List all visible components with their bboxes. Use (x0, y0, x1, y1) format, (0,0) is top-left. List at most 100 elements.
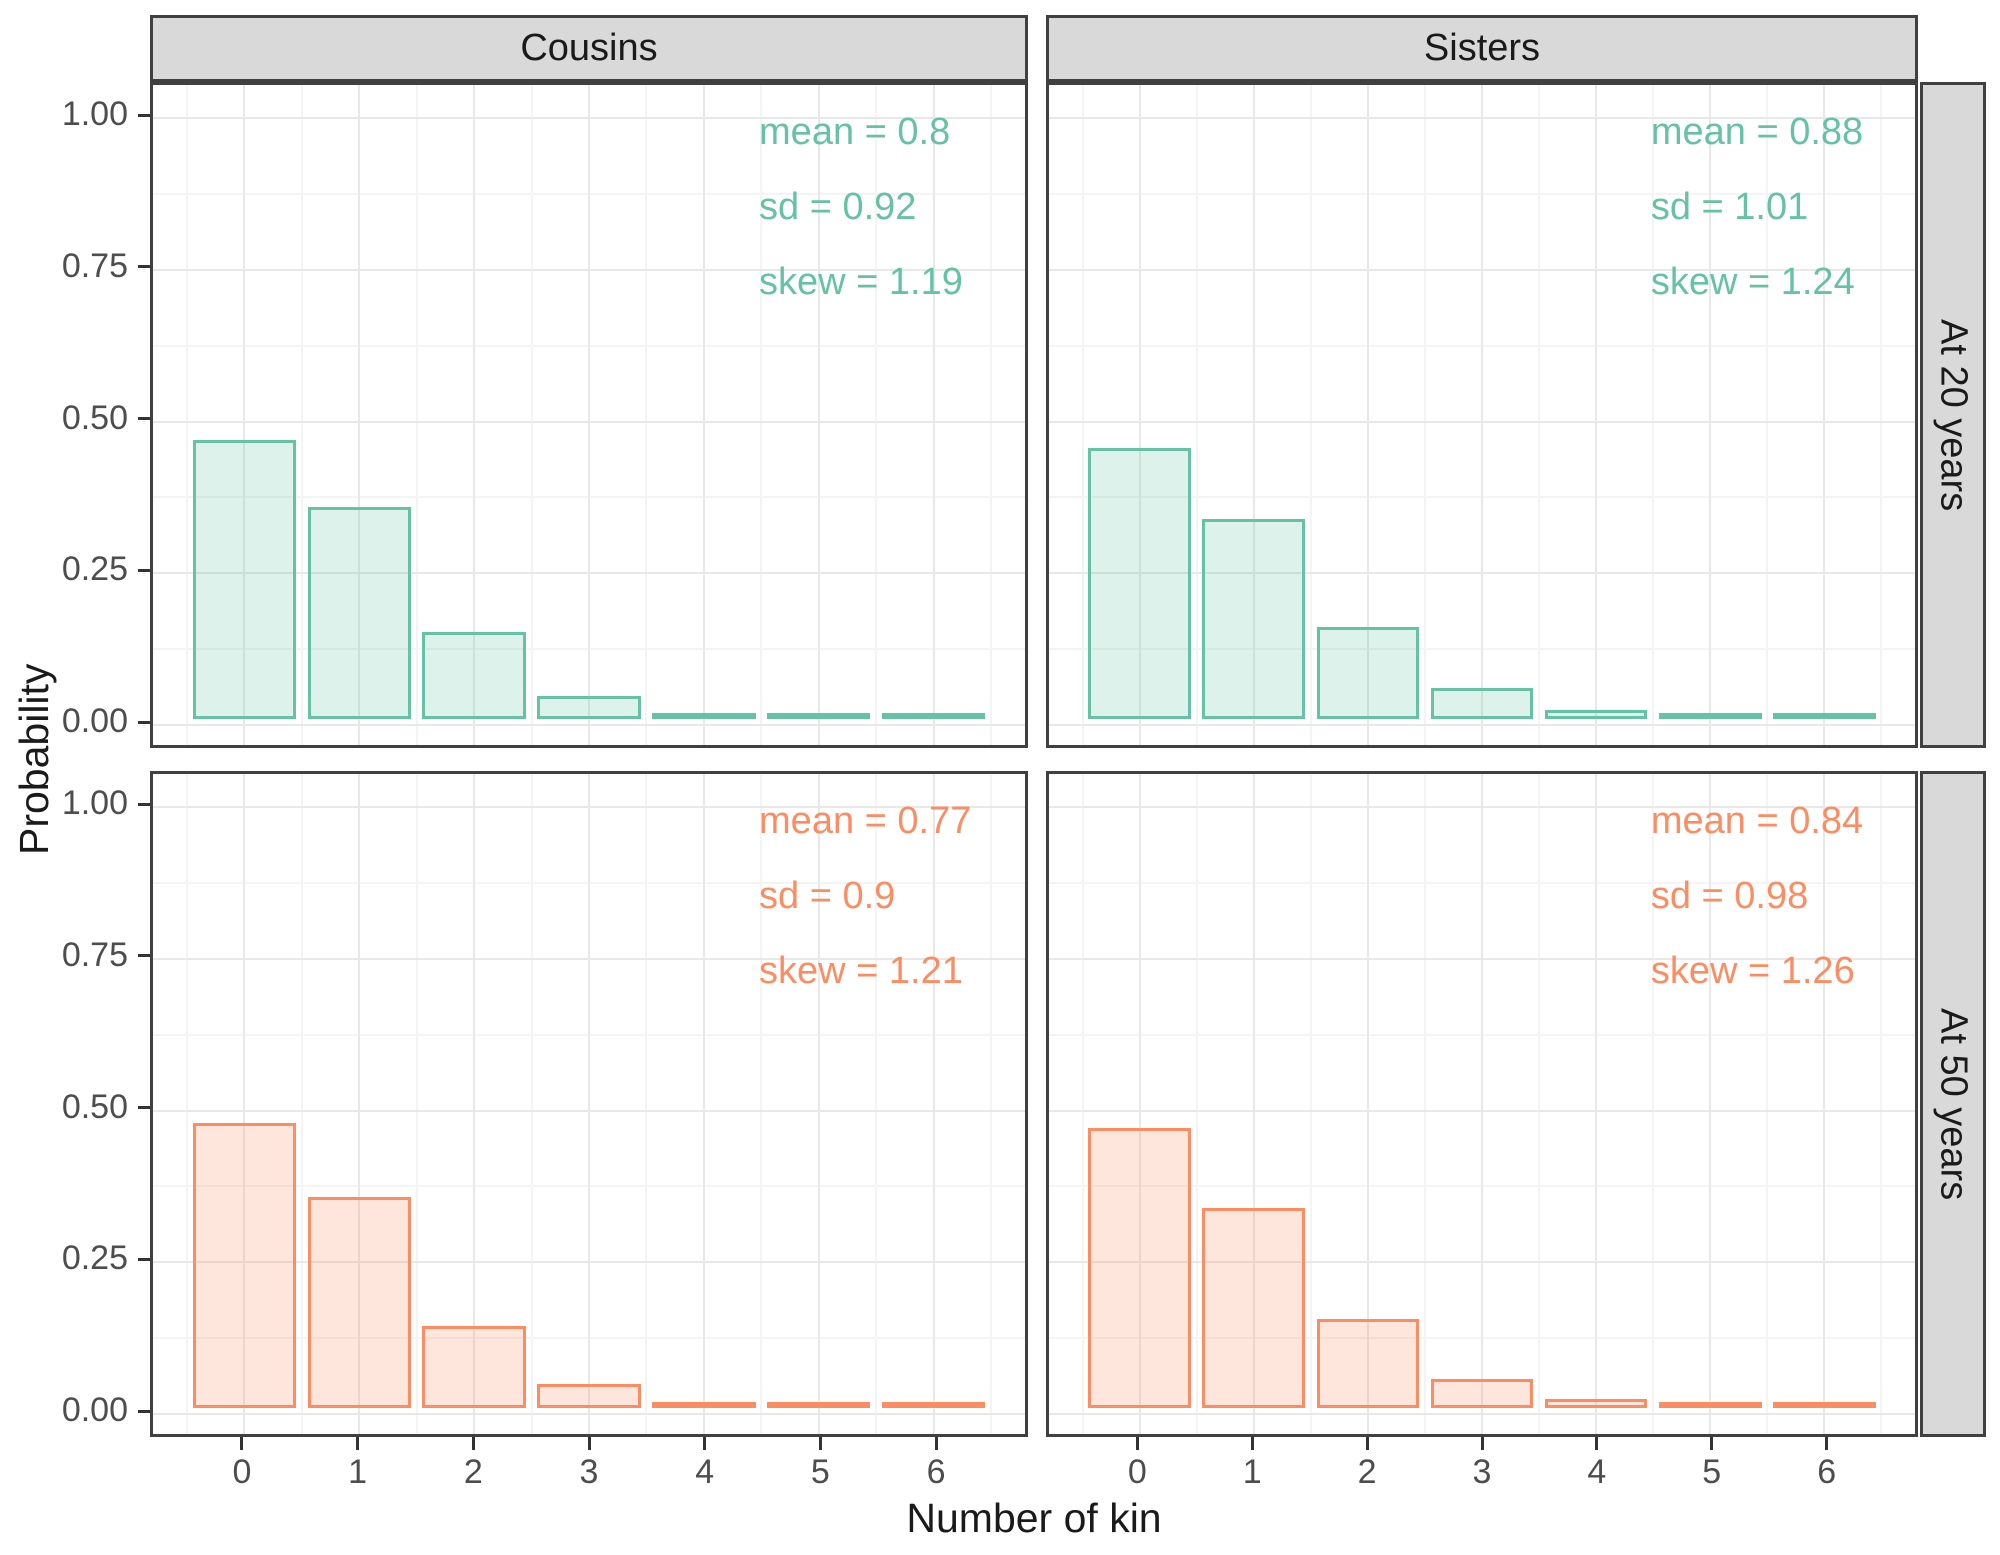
y-tick-mark (138, 1257, 150, 1261)
gridline-major-v (358, 85, 361, 745)
x-tick-label: 2 (463, 1453, 483, 1491)
x-tick-label: 0 (1127, 1453, 1147, 1491)
gridline-minor-v (1766, 774, 1769, 1434)
annotation-sd: sd = 0.9 (759, 875, 896, 917)
bar-kin-3 (537, 1384, 641, 1408)
y-tick-label: 0.25 (61, 1239, 128, 1278)
gridline-major-v (1709, 85, 1712, 745)
panel-sisters-at-50-years: mean = 0.84 sd = 0.98 skew = 1.26 (1046, 771, 1918, 1437)
annotation-mean: mean = 0.84 (1650, 800, 1864, 842)
gridline-minor-v (415, 774, 418, 1434)
gridline-minor-v (185, 85, 188, 745)
y-tick-mark (138, 1409, 150, 1413)
gridline-minor-v (185, 774, 188, 1434)
x-tick-label: 1 (1242, 1453, 1262, 1491)
y-tick-mark (138, 113, 150, 117)
gridline-minor-v (415, 85, 418, 745)
x-axis-title: Number of kin (906, 1495, 1162, 1541)
y-tick-label: 0.75 (61, 246, 128, 285)
y-tick-mark (138, 954, 150, 958)
gridline-major-v (1138, 85, 1141, 745)
bar-kin-6 (1772, 713, 1876, 719)
bar-kin-6 (1772, 1402, 1876, 1408)
gridline-minor-v (875, 85, 878, 745)
y-tick-mark (138, 265, 150, 269)
panel-cousins-at-20-years: mean = 0.8 sd = 0.92 skew = 1.19 (150, 82, 1028, 748)
gridline-minor-v (530, 85, 533, 745)
bar-kin-1 (1202, 518, 1306, 719)
gridline-minor-v (1880, 85, 1883, 745)
x-tick-label: 6 (926, 1453, 946, 1491)
gridline-major-v (932, 774, 935, 1434)
x-tick-mark (1595, 1437, 1599, 1450)
bar-kin-2 (1316, 626, 1420, 719)
x-tick-label: 4 (695, 1453, 715, 1491)
gridline-minor-v (1081, 85, 1084, 745)
gridline-major-v (1595, 774, 1598, 1434)
bar-kin-3 (1430, 688, 1534, 719)
x-tick-mark (1825, 1437, 1829, 1450)
gridline-minor-v (1652, 85, 1655, 745)
bar-kin-0 (1088, 448, 1192, 719)
gridline-minor-v (1652, 774, 1655, 1434)
annotation-mean: mean = 0.88 (1650, 111, 1864, 153)
bar-kin-0 (192, 439, 297, 719)
bar-kin-6 (881, 1402, 986, 1408)
annotation-sd: sd = 0.92 (759, 186, 917, 228)
gridline-minor-v (530, 774, 533, 1434)
gridline-major-v (817, 774, 820, 1434)
x-tick-label: 2 (1357, 1453, 1377, 1491)
gridline-major-v (588, 85, 590, 745)
y-tick-label: 0.50 (61, 1087, 128, 1126)
gridline-major-v (702, 85, 705, 745)
x-tick-label: 0 (232, 1453, 252, 1491)
gridline-major-v (1481, 85, 1483, 745)
gridline-minor-v (1423, 85, 1426, 745)
y-tick-mark (138, 417, 150, 420)
bar-kin-5 (1658, 713, 1762, 719)
facet-strip-sisters: Sisters (1046, 15, 1918, 82)
x-tick-mark (703, 1437, 707, 1450)
gridline-major-v (1595, 85, 1598, 745)
gridline-major-v (588, 774, 590, 1434)
bar-kin-3 (537, 695, 641, 719)
gridline-minor-v (300, 85, 303, 745)
bar-kin-3 (1430, 1378, 1534, 1408)
gridline-minor-v (1195, 774, 1198, 1434)
x-tick-mark (1365, 1437, 1369, 1450)
bar-kin-4 (652, 713, 756, 719)
x-tick-label: 3 (579, 1453, 599, 1491)
gridline-major-v (1823, 85, 1826, 745)
x-tick-mark (1250, 1437, 1254, 1450)
gridline-major-v (1138, 774, 1141, 1434)
annotation-sd: sd = 1.01 (1650, 186, 1809, 228)
y-tick-label: 1.00 (61, 784, 128, 822)
bar-kin-0 (192, 1122, 297, 1408)
bar-kin-5 (767, 1402, 871, 1408)
bar-kin-5 (1658, 1402, 1762, 1408)
annotation-skew: skew = 1.19 (759, 261, 963, 303)
gridline-major-v (473, 774, 476, 1434)
gridline-minor-v (990, 774, 993, 1434)
bar-kin-2 (422, 631, 526, 719)
gridline-minor-v (645, 85, 648, 745)
x-tick-mark (818, 1437, 822, 1450)
annotation-mean: mean = 0.77 (759, 800, 972, 842)
y-tick-label: 0.75 (61, 935, 128, 974)
annotation-skew: skew = 1.26 (1650, 950, 1855, 992)
gridline-major-v (358, 774, 361, 1434)
y-tick-label: 0.00 (61, 1391, 128, 1429)
y-tick-label: 0.25 (61, 550, 128, 589)
x-tick-label: 1 (348, 1453, 368, 1491)
bar-kin-4 (1544, 709, 1648, 719)
x-tick-label: 5 (810, 1453, 830, 1491)
bar-kin-2 (422, 1326, 526, 1408)
x-tick-mark (587, 1437, 591, 1450)
x-tick-label: 3 (1472, 1453, 1492, 1491)
gridline-major-v (1366, 774, 1369, 1434)
gridline-major-v (1366, 85, 1369, 745)
gridline-minor-v (875, 774, 878, 1434)
x-tick-label: 6 (1817, 1453, 1837, 1491)
facet-strip-cousins: Cousins (150, 15, 1028, 82)
